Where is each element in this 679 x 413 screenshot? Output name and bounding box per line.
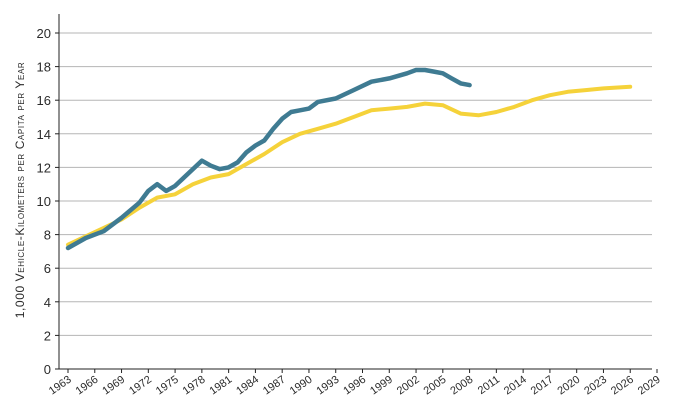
y-tick-label: 10 (37, 194, 51, 209)
axes (58, 14, 652, 370)
y-tick-label: 8 (44, 228, 51, 243)
series-line-1 (66, 84, 633, 247)
y-tick-label: 2 (44, 328, 51, 343)
x-tick-label: 1996 (341, 374, 368, 398)
x-tick-label: 2017 (529, 374, 556, 398)
y-tick-label: 0 (44, 362, 51, 377)
x-tick-label: 2020 (555, 374, 582, 398)
x-tick-label: 1978 (181, 374, 208, 398)
x-tick-label: 2011 (476, 374, 502, 397)
x-tick-label: 1972 (127, 374, 154, 398)
y-tick-label: 4 (44, 295, 51, 310)
x-tick-label: 1987 (261, 374, 288, 398)
x-tick-label: 1990 (288, 374, 315, 398)
x-tick-label: 1984 (234, 374, 261, 398)
y-tick-label: 16 (37, 93, 51, 108)
y-tick-label: 6 (44, 261, 51, 276)
x-tick-label: 2023 (582, 374, 609, 398)
x-tick-label: 1975 (154, 374, 181, 398)
x-tick-label: 1993 (315, 374, 342, 398)
x-tick-label: 2002 (395, 374, 422, 398)
x-tick-label: 2029 (636, 374, 663, 398)
x-tick-label: 2014 (502, 374, 529, 398)
series-lines (65, 67, 633, 251)
x-tick-labels: 1963 1966 1969 1972 1975 1978 1981 1984 1987 1990… (47, 369, 663, 398)
gridlines (59, 32, 652, 336)
x-tick-label: 1966 (74, 374, 101, 398)
x-tick-label: 2005 (422, 374, 449, 398)
y-tick-labels: 0 2 4 6 8 10 12 14 16 18 20 (37, 26, 59, 377)
y-axis-title: 1,000 Vehicle-Kilometers per Capita per … (13, 62, 27, 319)
series-line-2 (65, 67, 472, 251)
y-tick-label: 14 (37, 127, 51, 142)
x-tick-label: 2026 (609, 374, 636, 398)
x-tick-label: 1963 (47, 374, 74, 398)
y-tick-label: 20 (37, 26, 51, 41)
x-tick-label: 1981 (207, 374, 234, 398)
y-tick-label: 18 (37, 60, 51, 75)
x-tick-label: 1969 (100, 374, 127, 398)
y-tick-label: 12 (37, 160, 51, 175)
x-tick-label: 1999 (368, 374, 395, 398)
x-tick-label: 2008 (448, 374, 475, 398)
